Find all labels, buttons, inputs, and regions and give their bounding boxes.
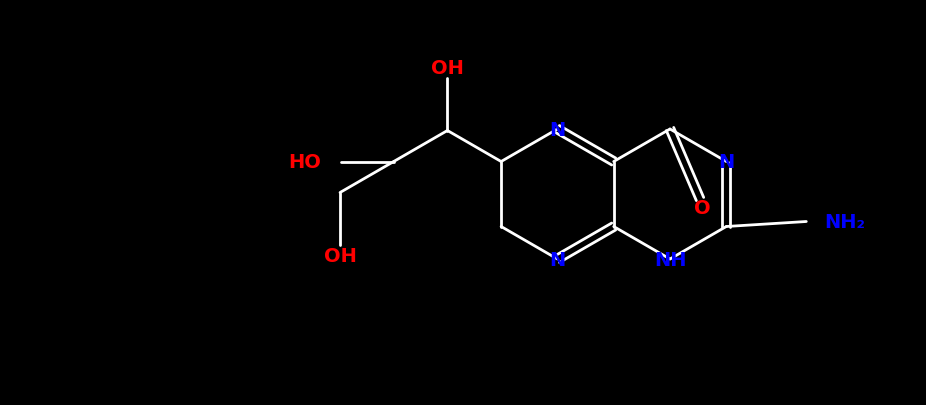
Text: NH: NH (654, 250, 686, 269)
Text: OH: OH (323, 246, 357, 265)
Text: OH: OH (431, 59, 464, 78)
Text: HO: HO (288, 153, 321, 172)
Text: N: N (549, 250, 566, 269)
Text: O: O (694, 198, 710, 217)
Text: N: N (719, 153, 734, 172)
Text: NH₂: NH₂ (824, 213, 865, 231)
Text: N: N (549, 120, 566, 139)
